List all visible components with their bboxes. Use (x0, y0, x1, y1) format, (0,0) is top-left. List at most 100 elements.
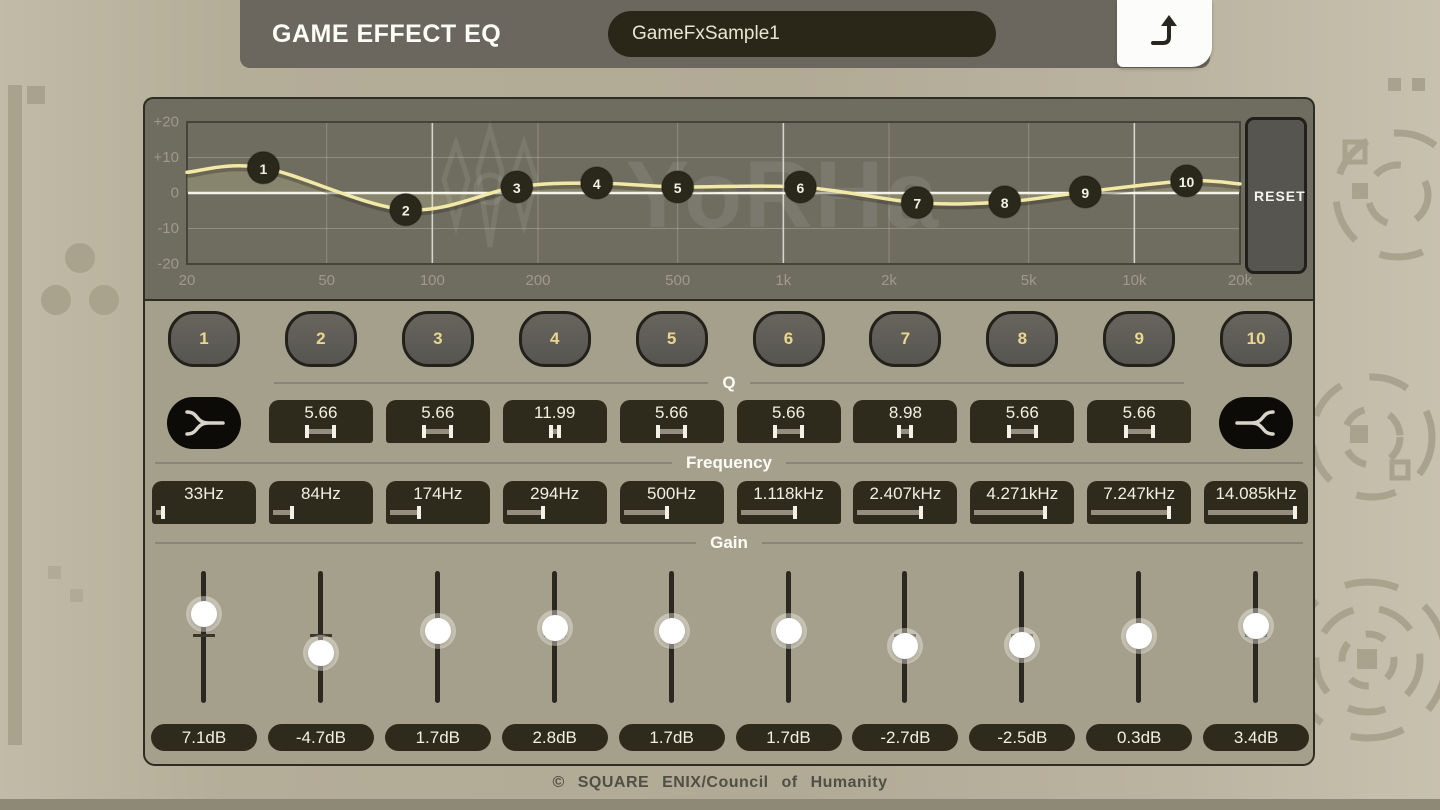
x-axis-tick-label: 500 (665, 272, 690, 289)
eq-band-dot[interactable]: 6 (783, 170, 818, 204)
gain-slider-knob[interactable] (541, 614, 568, 641)
frequency-value-box[interactable]: 33Hz (152, 481, 256, 524)
gain-slider[interactable] (418, 571, 458, 703)
gain-slider-knob[interactable] (1009, 632, 1036, 659)
gain-slider[interactable] (1236, 571, 1276, 703)
reset-button[interactable]: RESET (1245, 117, 1307, 274)
q-width-slider[interactable] (1087, 423, 1191, 438)
frequency-slider[interactable] (269, 504, 373, 519)
q-value-box[interactable]: 5.66 (970, 400, 1075, 443)
frequency-slider-handle (919, 506, 924, 519)
q-value-box[interactable]: 8.98 (853, 400, 958, 443)
q-slider-tick-left (897, 425, 902, 438)
eq-band-dot[interactable]: 10 (1169, 164, 1204, 198)
gain-slider[interactable] (769, 571, 809, 703)
q-value-box[interactable]: 5.66 (1087, 400, 1192, 443)
band-select-button-2[interactable]: 2 (284, 311, 357, 367)
band-select-button-5[interactable]: 5 (635, 311, 708, 367)
gain-slider[interactable] (1119, 571, 1159, 703)
frequency-slider[interactable] (1087, 504, 1191, 519)
frequency-slider[interactable] (503, 504, 607, 519)
gain-slider-track[interactable] (317, 571, 323, 703)
gain-slider-knob[interactable] (1243, 612, 1270, 639)
frequency-slider[interactable] (853, 504, 957, 519)
band-select-button-9[interactable]: 9 (1103, 311, 1176, 367)
exit-button[interactable] (1117, 0, 1212, 67)
q-value-box[interactable]: 11.99 (502, 400, 607, 443)
frequency-value-box[interactable]: 14.085kHz (1204, 481, 1309, 524)
band-select-button-1[interactable]: 1 (168, 311, 240, 367)
q-value-box[interactable]: 5.66 (268, 400, 373, 443)
eq-band-dot-number: 1 (259, 161, 267, 177)
band-select-button-10[interactable]: 10 (1220, 311, 1293, 367)
frequency-slider-handle (1167, 506, 1172, 519)
band-select-button-7[interactable]: 7 (869, 311, 942, 367)
preset-name-text: GameFxSample1 (632, 23, 780, 44)
gain-slider[interactable] (1002, 571, 1042, 703)
gain-slider-knob[interactable] (658, 618, 685, 645)
q-width-slider[interactable] (970, 423, 1074, 438)
frequency-value-box[interactable]: 7.247kHz (1087, 481, 1192, 524)
gain-slider-knob[interactable] (775, 618, 802, 645)
frequency-slider[interactable] (152, 504, 256, 519)
gain-slider-center-mark (309, 634, 332, 637)
eq-band-dot[interactable]: 8 (987, 185, 1022, 219)
preset-name-field[interactable]: GameFxSample1 (608, 11, 996, 57)
gain-slider[interactable] (535, 571, 575, 703)
q-width-slider[interactable] (269, 423, 373, 438)
gain-slider[interactable] (301, 571, 341, 703)
eq-band-dot[interactable]: 3 (500, 170, 534, 204)
q-value-box[interactable]: 5.66 (619, 400, 724, 443)
band-select-button-3[interactable]: 3 (401, 311, 474, 367)
eq-band-dot[interactable]: 9 (1068, 175, 1103, 209)
q-width-slider[interactable] (620, 423, 724, 438)
q-width-slider[interactable] (386, 423, 490, 438)
q-width-slider[interactable] (853, 423, 957, 438)
gain-slider[interactable] (184, 571, 224, 703)
frequency-value-box[interactable]: 500Hz (619, 481, 724, 524)
x-axis-tick-label: 50 (318, 272, 335, 289)
gain-slider-knob[interactable] (892, 632, 919, 659)
gain-slider[interactable] (652, 571, 692, 703)
gain-slider-knob[interactable] (191, 600, 217, 627)
eq-band-dot[interactable]: 1 (246, 151, 281, 185)
eq-band-dot[interactable]: 2 (389, 192, 423, 227)
gain-slider[interactable] (885, 571, 925, 703)
q-value-box[interactable]: 5.66 (736, 400, 841, 443)
eq-band-dot[interactable]: 5 (660, 170, 695, 204)
gain-slider-knob[interactable] (1126, 623, 1153, 649)
eq-band-dot[interactable]: 7 (900, 185, 934, 220)
band-select-button-8[interactable]: 8 (986, 311, 1059, 367)
frequency-value-box[interactable]: 174Hz (385, 481, 490, 524)
frequency-value-box[interactable]: 84Hz (268, 481, 373, 524)
gain-slider-knob[interactable] (424, 618, 451, 645)
gain-slider-track[interactable] (201, 571, 206, 703)
frequency-value-box[interactable]: 1.118kHz (736, 481, 841, 524)
frequency-value: 2.407kHz (869, 484, 942, 503)
band-select-button-6[interactable]: 6 (752, 311, 825, 367)
frequency-value-box[interactable]: 294Hz (502, 481, 607, 524)
frequency-value-box[interactable]: 4.271kHz (970, 481, 1075, 524)
high-shelf-button[interactable] (1219, 397, 1294, 449)
low-shelf-button[interactable] (167, 397, 241, 449)
frequency-slider[interactable] (620, 504, 724, 519)
frequency-slider[interactable] (737, 504, 841, 519)
frequency-slider[interactable] (1204, 504, 1308, 519)
q-value: 5.66 (1005, 403, 1039, 422)
gain-value-pill: -4.7dB (267, 724, 374, 751)
frequency-slider[interactable] (386, 504, 490, 519)
band-select-button-4[interactable]: 4 (518, 311, 591, 367)
q-width-slider[interactable] (737, 423, 841, 438)
gain-value-pill: -2.7dB (852, 724, 959, 751)
eq-band-dot[interactable]: 4 (579, 166, 614, 200)
gain-slider-knob[interactable] (307, 639, 334, 666)
q-value-box[interactable]: 5.66 (385, 400, 490, 443)
x-axis-tick-label: 20k (1228, 272, 1253, 289)
gain-value-pill: 3.4dB (1203, 724, 1310, 751)
y-axis-tick-label: -20 (157, 256, 179, 273)
frequency-slider[interactable] (970, 504, 1074, 519)
frequency-slider-handle (1043, 506, 1048, 519)
q-width-slider[interactable] (503, 423, 607, 438)
frequency-value-box[interactable]: 2.407kHz (853, 481, 958, 524)
